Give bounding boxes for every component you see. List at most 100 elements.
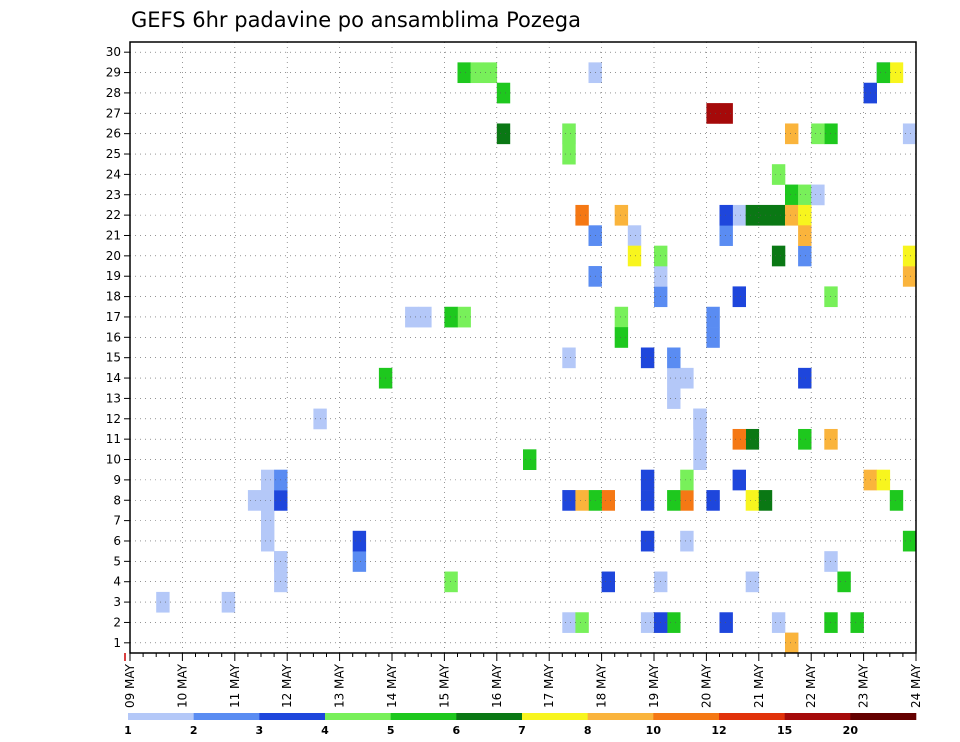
y-tick-label: 14 <box>106 371 121 385</box>
y-axis: 1234567891011121314151617181920212223242… <box>106 45 130 650</box>
y-tick-label: 22 <box>106 208 121 222</box>
legend-label: 8 <box>584 724 592 737</box>
y-tick-label: 23 <box>106 188 121 202</box>
heatmap-cell <box>798 245 812 267</box>
heatmap-cell <box>798 204 812 226</box>
heatmap-cell <box>876 62 891 84</box>
y-tick-label: 16 <box>106 330 121 344</box>
heatmap-cell <box>837 571 851 593</box>
heatmap-cell <box>627 225 642 246</box>
heatmap-cell <box>614 204 629 226</box>
heatmap-cell <box>680 367 694 389</box>
heatmap-cell <box>444 571 458 593</box>
x-tick-label: 22 MAY <box>804 663 818 708</box>
heatmap-cell <box>902 245 917 267</box>
heatmap-cell <box>156 591 170 613</box>
heatmap-cell <box>785 204 799 226</box>
heatmap-cell <box>575 612 589 633</box>
heatmap-cell <box>785 123 799 145</box>
heatmap-cell <box>523 449 537 470</box>
heatmap-cell <box>627 245 642 267</box>
heatmap-cell <box>261 469 275 491</box>
heatmap-cell <box>771 164 786 185</box>
y-tick-label: 27 <box>106 106 121 120</box>
heatmap-cell <box>785 632 799 654</box>
legend-swatch <box>522 713 588 720</box>
heatmap-cell <box>706 306 720 328</box>
x-tick-label: 15 MAY <box>437 663 451 708</box>
legend-swatch <box>784 713 851 720</box>
heatmap-cell <box>889 62 904 84</box>
x-tick-label: 09 MAY <box>123 663 137 708</box>
legend-swatch <box>587 713 654 720</box>
heatmap-cell <box>902 123 917 145</box>
heatmap-cell <box>667 388 681 409</box>
heatmap-cell <box>562 490 576 511</box>
x-tick-label: 10 MAY <box>175 663 189 708</box>
y-tick-label: 21 <box>106 228 121 242</box>
legend-swatch <box>719 713 785 720</box>
legend-swatch <box>653 713 720 720</box>
y-tick-label: 29 <box>106 66 121 80</box>
y-tick-label: 2 <box>113 615 121 629</box>
heatmap-cell <box>876 469 891 491</box>
y-tick-label: 3 <box>113 595 121 609</box>
heatmap-cell <box>719 225 733 246</box>
y-tick-label: 9 <box>113 473 121 487</box>
heatmap-cell <box>850 612 864 633</box>
heatmap-cell <box>575 490 589 511</box>
heatmap-cell <box>719 204 733 226</box>
legend-label: 4 <box>321 724 329 737</box>
legend-swatch <box>325 713 391 720</box>
heatmap-cell <box>601 571 615 593</box>
heatmap-cell <box>261 490 275 511</box>
heatmap-cell <box>745 428 760 450</box>
heatmap-cell <box>745 204 760 226</box>
y-tick-label: 19 <box>106 269 121 283</box>
y-tick-label: 5 <box>113 554 121 568</box>
legend-label: 1 <box>124 724 132 737</box>
y-tick-label: 8 <box>113 493 121 507</box>
y-tick-label: 10 <box>106 453 121 467</box>
heatmap-cell <box>771 245 786 267</box>
x-tick-label: 24 MAY <box>909 663 923 708</box>
y-tick-label: 6 <box>113 534 121 548</box>
heatmap-cell <box>732 428 746 450</box>
legend-label: 15 <box>777 724 792 737</box>
legend-label: 6 <box>453 724 461 737</box>
heatmap-cell <box>889 490 904 511</box>
heatmap-cells <box>156 62 917 654</box>
heatmap-cell <box>221 591 236 613</box>
heatmap-cell <box>680 469 694 491</box>
legend-swatch <box>128 713 194 720</box>
heatmap-cell <box>798 428 812 450</box>
heatmap-cell <box>771 204 786 226</box>
x-tick-label: 16 MAY <box>490 663 504 708</box>
heatmap-cell <box>614 327 629 348</box>
heatmap-cell <box>418 306 432 328</box>
legend-swatch <box>390 713 457 720</box>
heatmap-cell <box>680 490 694 511</box>
heatmap-cell <box>640 612 655 633</box>
x-tick-label: 20 MAY <box>699 663 713 708</box>
heatmap-cell <box>562 612 576 633</box>
heatmap-cell <box>902 530 917 552</box>
legend-label: 3 <box>256 724 264 737</box>
heatmap-cell <box>614 306 629 328</box>
x-tick-label: 23 MAY <box>857 663 871 708</box>
heatmap-cell <box>405 306 419 328</box>
heatmap-cell <box>680 530 694 552</box>
heatmap-cell <box>706 327 720 348</box>
heatmap-cell <box>261 530 275 552</box>
heatmap-cell <box>706 490 720 511</box>
y-tick-label: 25 <box>106 147 121 161</box>
x-tick-label: 17 MAY <box>542 663 556 708</box>
heatmap-cell <box>562 347 576 369</box>
heatmap-cell <box>247 490 262 511</box>
heatmap-cell <box>496 123 511 145</box>
color-legend: 1 2 3 4 5 6 7 8 10 12 15 20 <box>124 713 917 737</box>
heatmap-cell <box>811 123 825 145</box>
y-tick-label: 17 <box>106 310 121 324</box>
legend-label: 10 <box>646 724 662 737</box>
